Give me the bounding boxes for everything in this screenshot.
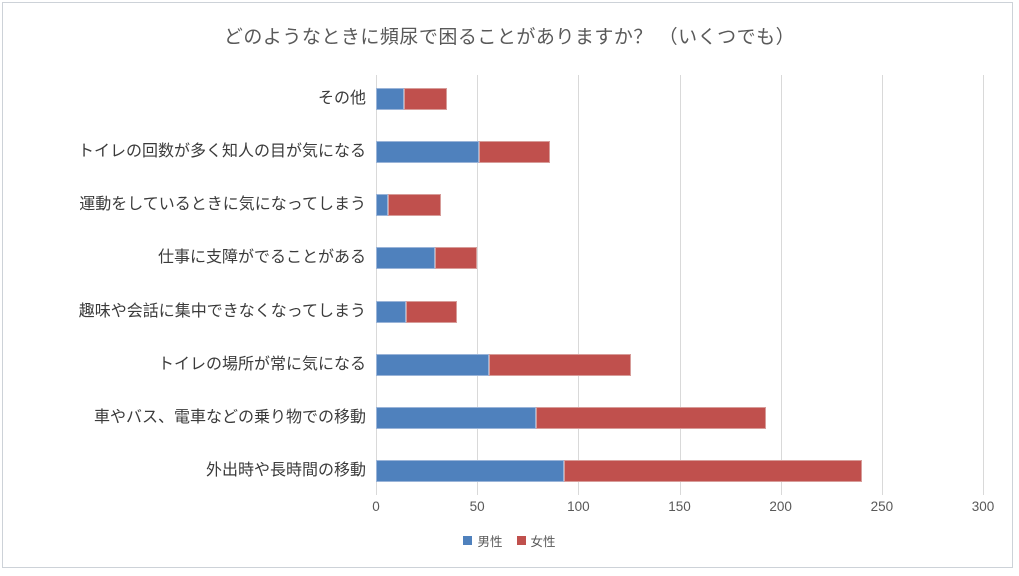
bar-segment-male-3: [376, 247, 435, 270]
gridline-100: [578, 75, 580, 495]
bar-row-5: [376, 353, 631, 376]
x-tick-label-50: 50: [469, 499, 485, 514]
category-label-4: 趣味や会話に集中できなくなってしまう: [78, 302, 366, 320]
category-label-6: 車やバス、電車などの乗り物での移動: [93, 408, 366, 426]
gridline-150: [679, 75, 681, 495]
bar-row-7: [376, 459, 862, 482]
bar-row-2: [376, 194, 441, 217]
gridline-200: [780, 75, 782, 495]
bar-segment-male-7: [376, 459, 565, 482]
x-tick-label-250: 250: [870, 499, 894, 514]
bar-segment-male-0: [376, 88, 405, 110]
bar-row-4: [376, 300, 457, 323]
legend-swatch-icon: [516, 536, 526, 545]
legend-item-female: 女性: [516, 531, 556, 550]
bar-row-3: [376, 247, 478, 270]
value-axis: 0 50 100 150 200 250 300: [372, 499, 994, 517]
x-tick-label-150: 150: [668, 499, 691, 514]
x-tick-label-200: 200: [769, 499, 792, 514]
bar-row-6: [376, 406, 767, 429]
category-label-1: トイレの回数が多く知人の目が気になる: [77, 143, 366, 161]
category-label-7: 外出時や長時間の移動: [205, 461, 366, 479]
gridline-0: [376, 75, 377, 495]
plot-area: [376, 75, 984, 495]
legend-label: 女性: [530, 535, 556, 549]
chart-title: どのようなときに頻尿で困ることがありますか？ （いくつでも）: [223, 27, 796, 48]
bar-segment-male-2: [376, 194, 389, 217]
legend: 男性 女性: [0, 531, 1019, 550]
x-tick-label-100: 100: [567, 499, 590, 514]
x-tick-label-300: 300: [971, 499, 995, 514]
bar-segment-female-7: [564, 459, 862, 482]
category-label-3: 仕事に支障がでることがある: [157, 249, 366, 267]
gridline-50: [477, 75, 479, 495]
x-tick-label-0: 0: [372, 499, 380, 514]
category-axis: その他トイレの回数が多く知人の目が気になる 運動をしているときに気になってしまう仕…: [0, 75, 366, 495]
category-label-0: その他: [317, 90, 366, 107]
bar-row-0: [376, 88, 447, 110]
bar-segment-female-6: [535, 406, 767, 429]
bar-segment-female-3: [434, 247, 478, 270]
bar-segment-male-5: [376, 353, 490, 376]
category-label-2: 運動をしているときに気になってしまう: [79, 196, 366, 214]
bar-segment-female-1: [479, 141, 550, 164]
gridline-250: [881, 75, 883, 495]
bar-row-1: [376, 141, 550, 164]
bar-segment-female-2: [388, 194, 441, 217]
category-label-5: トイレの場所が常に気になる: [157, 355, 366, 373]
legend-label: 男性: [477, 535, 503, 549]
legend-item-male: 男性: [463, 531, 503, 550]
bar-segment-male-4: [376, 300, 407, 323]
bar-segment-female-4: [406, 300, 457, 323]
bar-segment-female-5: [489, 353, 631, 376]
legend-swatch-icon: [463, 536, 473, 545]
bar-segment-female-0: [404, 88, 447, 110]
gridline-300: [983, 75, 984, 495]
bar-segment-male-1: [376, 141, 480, 164]
bar-segment-male-6: [376, 406, 536, 429]
